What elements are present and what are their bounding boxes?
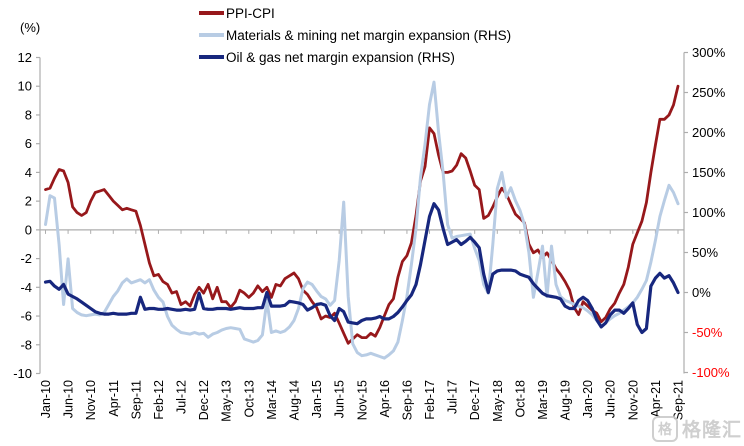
legend-label: Materials & mining net margin expansion …: [226, 27, 512, 43]
x-axis-tick-label: Sep-21: [672, 380, 686, 420]
x-axis-tick-label: Dec-17: [468, 380, 482, 420]
x-axis-tick-label: Mar-14: [265, 380, 279, 420]
legend-item: PPI-CPI: [199, 2, 511, 24]
legend-item: Oil & gas net margin expansion (RHS): [199, 46, 511, 68]
right-axis-tick-label: 100%: [692, 205, 726, 220]
legend-swatch: [199, 55, 224, 59]
legend-label: Oil & gas net margin expansion (RHS): [226, 49, 455, 65]
watermark-logo-icon: 格: [651, 415, 678, 442]
right-axis-tick-label: 250%: [692, 85, 726, 100]
left-axis-tick-label: -10: [13, 366, 32, 381]
x-axis-tick-label: Oct-18: [513, 380, 527, 418]
x-axis-tick-label: Mar-19: [536, 380, 550, 420]
x-axis-tick-label: Dec-12: [197, 380, 211, 420]
legend-label: PPI-CPI: [226, 5, 275, 21]
left-axis-unit-label: (%): [20, 20, 41, 35]
left-axis-tick-label: -8: [20, 337, 32, 352]
right-axis-tick-label: -50%: [692, 325, 723, 340]
x-axis-tick-label: Oct-13: [242, 380, 256, 418]
left-axis-tick-label: 10: [18, 79, 32, 94]
x-axis-tick-label: Feb-17: [423, 380, 437, 420]
right-axis-tick-label: 50%: [692, 245, 718, 260]
x-axis-tick-label: Apr-21: [649, 380, 663, 418]
x-axis-tick-label: Nov-20: [626, 380, 640, 420]
x-axis-tick-label: Jul-17: [446, 380, 460, 414]
right-axis-tick-label: 300%: [692, 45, 726, 60]
legend-swatch: [199, 33, 224, 37]
x-axis-tick-label: Apr-16: [378, 380, 392, 418]
right-axis-tick-label: 0%: [692, 285, 711, 300]
series-line-oil-gas-net-margin-expansion-rhs: [43, 202, 680, 335]
x-axis-tick-label: Apr-11: [107, 380, 121, 417]
x-axis-tick-label: May-18: [491, 380, 505, 422]
x-axis-tick-label: Jun-20: [604, 380, 618, 418]
left-axis-tick-label: 2: [25, 194, 32, 209]
left-axis-tick-label: -4: [20, 280, 32, 295]
left-axis-tick-label: 8: [25, 107, 32, 122]
watermark: 格 格隆汇: [651, 415, 742, 442]
x-axis-tick-label: Jan-10: [39, 380, 53, 418]
left-axis-tick-label: -2: [20, 251, 32, 266]
x-axis-tick-label: Jan-20: [581, 380, 595, 418]
right-axis-tick-label: 150%: [692, 165, 726, 180]
legend-item: Materials & mining net margin expansion …: [199, 24, 511, 46]
x-axis-tick-label: Nov-10: [84, 380, 98, 420]
series-line-materials-mining-net-margin-expansion-rhs: [44, 80, 680, 360]
x-axis-tick-label: Jun-15: [333, 380, 347, 418]
x-axis-tick-label: Feb-12: [152, 380, 166, 420]
left-axis-tick-label: -6: [20, 309, 32, 324]
left-axis-tick-label: 6: [25, 136, 32, 151]
right-axis-tick-label: -100%: [692, 365, 730, 380]
legend: PPI-CPI Materials & mining net margin exp…: [199, 2, 511, 68]
x-axis-tick-label: May-13: [220, 380, 234, 422]
x-axis-tick-label: Sep-11: [129, 380, 143, 419]
x-axis-tick-label: Aug-14: [287, 380, 301, 420]
x-axis-tick-label: Aug-19: [559, 380, 573, 420]
x-axis-tick-label: Nov-15: [355, 380, 369, 420]
right-axis-tick-label: 200%: [692, 125, 726, 140]
left-axis-tick-label: 12: [18, 50, 32, 65]
watermark-text: 格隆汇: [681, 420, 742, 441]
left-axis-tick-label: 0: [25, 222, 32, 237]
x-axis-tick-label: Sep-16: [400, 380, 414, 420]
legend-swatch: [199, 11, 224, 15]
x-axis-tick-label: Jul-12: [175, 380, 189, 414]
series-line-ppi-cpi: [44, 84, 680, 345]
left-axis-tick-label: 4: [25, 165, 32, 180]
x-axis-tick-label: Jan-15: [310, 380, 324, 418]
x-axis-tick-label: Jun-10: [62, 380, 76, 418]
